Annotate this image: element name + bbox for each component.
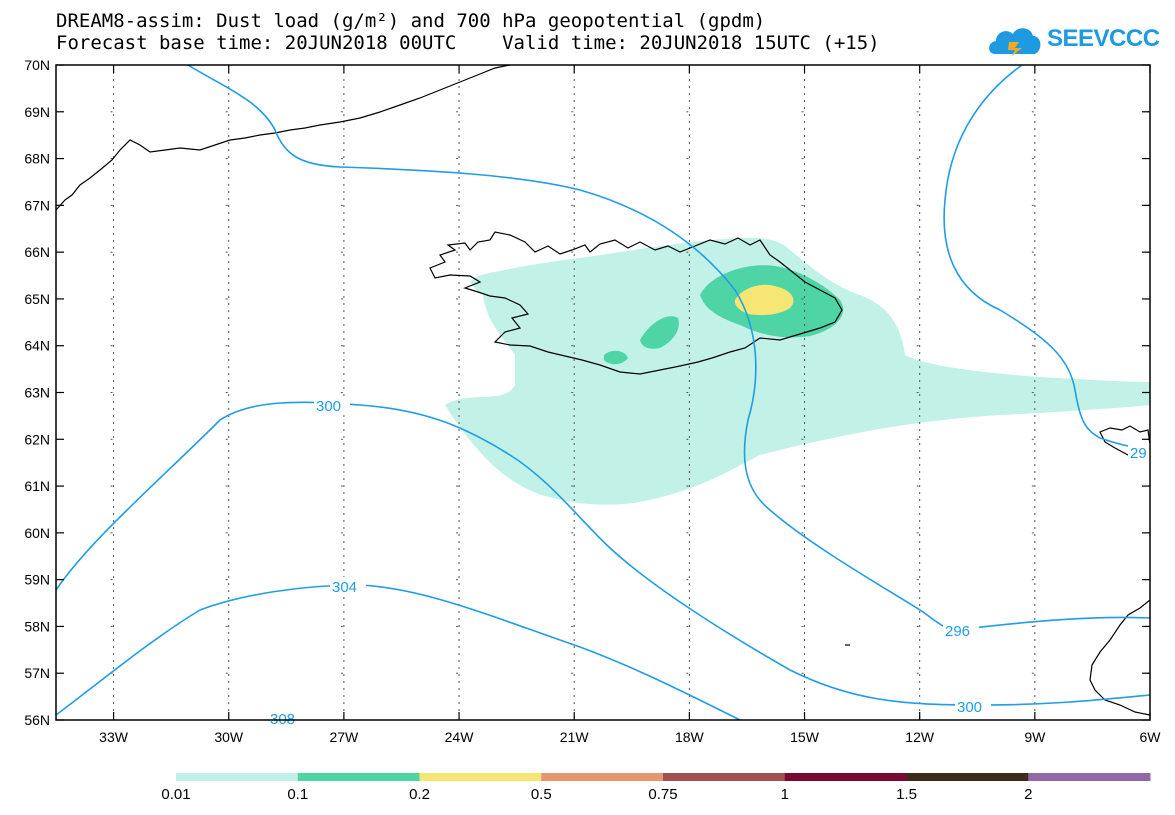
lon-label: 18W bbox=[675, 729, 705, 745]
contour-304 bbox=[56, 584, 741, 720]
lat-label: 62N bbox=[24, 431, 50, 447]
seevccc-logo: SEEVCCC bbox=[985, 20, 1160, 60]
lon-label: 9W bbox=[1024, 729, 1046, 745]
colorbar-label: 1 bbox=[781, 786, 789, 803]
map-title: DREAM8-assim: Dust load (g/m²) and 700 h… bbox=[56, 10, 766, 32]
colorbar-label: 0.5 bbox=[531, 786, 552, 803]
geopotential-contours bbox=[56, 65, 1150, 720]
colorbar-swatch bbox=[176, 773, 299, 781]
lat-label: 65N bbox=[24, 291, 50, 307]
logo-text: SEEVCCC bbox=[1047, 25, 1160, 52]
colorbar-label: 0.75 bbox=[648, 786, 677, 803]
colorbar-label: 2 bbox=[1024, 786, 1032, 803]
lat-label: 67N bbox=[24, 197, 50, 213]
colorbar-label: 1.5 bbox=[896, 786, 917, 803]
greenland-coastline bbox=[56, 65, 511, 211]
contour-label-296: 296 bbox=[945, 623, 970, 640]
lat-label: 63N bbox=[24, 385, 50, 401]
forecast-time-subtitle: Forecast base time: 20JUN2018 00UTC Vali… bbox=[56, 32, 880, 54]
lat-label: 57N bbox=[24, 665, 50, 681]
dust-area-moderate-small bbox=[640, 316, 679, 349]
lat-label: 70N bbox=[24, 57, 50, 73]
colorbar-swatch bbox=[906, 773, 1029, 781]
lat-label: 66N bbox=[24, 244, 50, 260]
colorbar-swatch bbox=[419, 773, 542, 781]
contour-labels: 300 304 308 296 300 29 bbox=[268, 396, 1150, 728]
dust-area-moderate-south bbox=[604, 350, 628, 365]
contour-label-300-east: 300 bbox=[957, 699, 982, 716]
lat-label: 58N bbox=[24, 618, 50, 634]
lon-label: 12W bbox=[905, 729, 935, 745]
lon-label: 24W bbox=[445, 729, 475, 745]
latitude-axis: 70N 69N 68N 67N 66N 65N 64N 63N 62N 61N 60N 59N 58N 5… bbox=[24, 57, 1150, 728]
lon-label: 33W bbox=[99, 729, 129, 745]
contour-300-west bbox=[56, 401, 1150, 706]
colorbar-swatch bbox=[663, 773, 786, 781]
cloud-icon bbox=[989, 28, 1041, 56]
colorbar-label: 0.1 bbox=[287, 786, 308, 803]
longitude-axis: 33W 30W 27W 24W 21W 18W 15W 12W 9W 6W bbox=[99, 65, 1161, 745]
lat-label: 64N bbox=[24, 338, 50, 354]
lon-label: 21W bbox=[560, 729, 590, 745]
iceland-coastline bbox=[429, 231, 843, 375]
colorbar-swatch bbox=[1028, 773, 1151, 781]
dust-area-low-west bbox=[470, 271, 525, 295]
scotland-coastline bbox=[1089, 599, 1150, 716]
colorbar-swatch bbox=[541, 773, 664, 781]
lat-label: 68N bbox=[24, 151, 50, 167]
colorbar: 0.01 0.1 0.2 0.5 0.75 1 1.5 2 bbox=[161, 773, 1151, 803]
dust-area-low bbox=[445, 237, 1150, 505]
lon-label: 6W bbox=[1140, 729, 1162, 745]
dust-area-high bbox=[734, 284, 794, 316]
lon-label: 30W bbox=[214, 729, 244, 745]
coastlines bbox=[56, 65, 1150, 716]
lat-label: 59N bbox=[24, 572, 50, 588]
contour-296-east bbox=[943, 65, 1150, 451]
dust-load-layer bbox=[445, 237, 1150, 505]
lat-label: 61N bbox=[24, 478, 50, 494]
lat-label: 60N bbox=[24, 525, 50, 541]
lat-label: 69N bbox=[24, 104, 50, 120]
colorbar-label: 0.01 bbox=[161, 786, 190, 803]
contour-label-300: 300 bbox=[316, 398, 341, 415]
contour-label-29: 29 bbox=[1130, 445, 1147, 462]
lon-label: 27W bbox=[329, 729, 359, 745]
colorbar-swatch bbox=[784, 773, 907, 781]
contour-296 bbox=[187, 65, 1150, 631]
lon-label: 15W bbox=[790, 729, 820, 745]
colorbar-swatch bbox=[297, 773, 420, 781]
colorbar-label: 0.2 bbox=[409, 786, 430, 803]
contour-label-304: 304 bbox=[332, 579, 357, 596]
lat-label: 56N bbox=[24, 712, 50, 728]
faroe-islands bbox=[1099, 425, 1150, 456]
